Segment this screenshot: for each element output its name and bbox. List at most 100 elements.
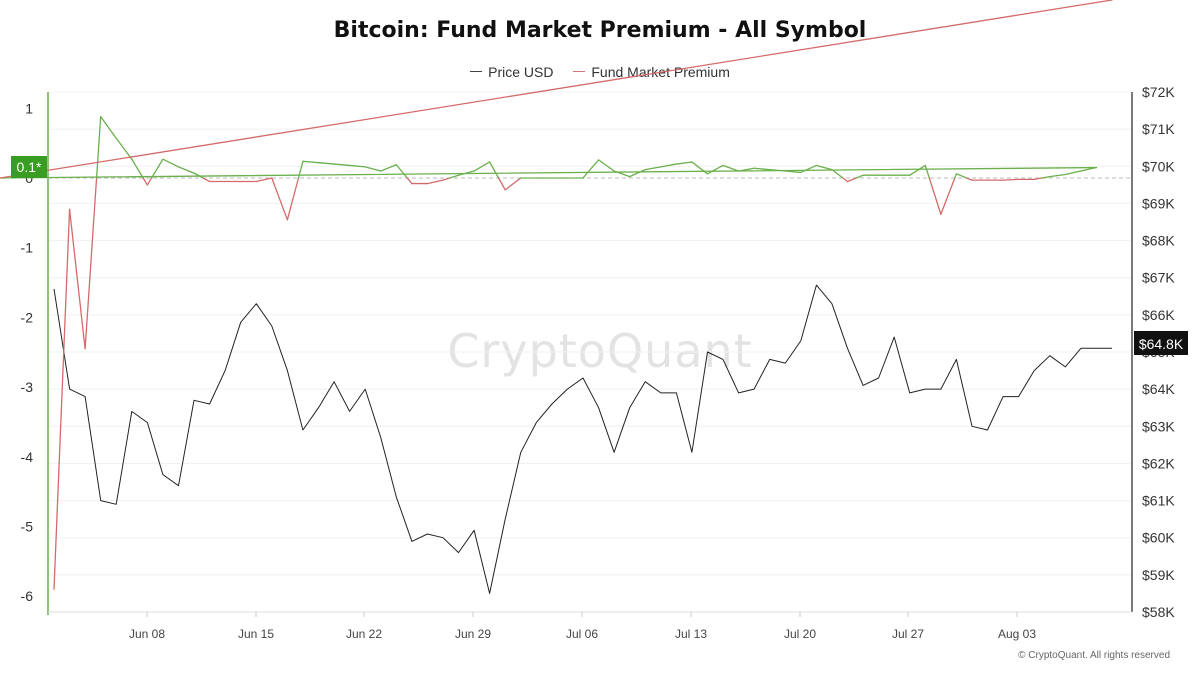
premium-segment [1002,178,1020,181]
premium-segment [753,167,771,171]
x-tick-label: Jul 06 [566,627,598,641]
right-tick-label: $59K [1142,567,1175,583]
x-tick-label: Jul 27 [892,627,924,641]
watermark: CryptoQuant [447,324,753,378]
left-tick-label: -6 [21,588,34,604]
premium-segment [909,164,926,176]
premium-segment [815,164,833,171]
premium-segment [131,158,144,179]
premium-segment [142,177,149,186]
premium-segment [255,177,273,183]
premium-segment [1033,177,1043,181]
left-tick-label: -1 [21,240,34,256]
premium-segment [644,166,662,171]
chart-legend: Price USD Fund Market Premium [0,59,1200,80]
premium-segment [442,177,451,181]
x-tick-label: Jun 15 [238,627,274,641]
premium-segment [1049,173,1066,178]
premium-segment [842,177,849,183]
right-tick-label: $62K [1142,455,1175,471]
premium-segment [800,164,818,174]
premium-segment [855,174,864,179]
premium-segment [395,164,408,179]
current-premium-label: 0.1* [17,159,42,175]
premium-segment [348,164,366,168]
premium-segment [68,208,86,350]
right-tick-label: $69K [1142,195,1175,211]
right-tick-label: $63K [1142,418,1175,434]
legend-swatch-premium [573,71,586,72]
premium-segment [504,177,522,191]
premium-segment [846,177,857,183]
current-price-badge [1134,331,1188,355]
premium-segment [488,161,500,179]
right-tick-label: $68K [1142,233,1175,249]
right-tick-label: $66K [1142,307,1175,323]
premium-segment [0,166,1098,179]
premium-segment [831,168,844,179]
premium-segment [597,159,615,172]
premium-segment [271,177,289,221]
right-tick-label: $71K [1142,121,1175,137]
premium-segment [100,116,117,139]
premium-segment [150,158,164,179]
premium-segment [691,161,709,175]
right-tick-label: $67K [1142,270,1175,286]
premium-segment [95,116,102,179]
premium-segment [202,177,211,183]
premium-segment [629,168,646,178]
premium-segment [784,170,802,174]
copyright-notice: © CryptoQuant. All rights reserved [1018,650,1170,661]
right-tick-label: $61K [1142,493,1175,509]
premium-segment [426,179,444,185]
x-tick-label: Jul 13 [675,627,707,641]
premium-segment [364,166,382,172]
premium-segment [722,164,740,172]
left-tick-label: -3 [21,379,34,395]
premium-segment [582,159,600,179]
left-tick-label: -4 [21,449,34,465]
premium-segment [924,164,930,179]
right-tick-label: $64K [1142,381,1175,397]
legend-item-price[interactable]: Price USD [470,64,553,80]
premium-segment [177,166,195,174]
premium-segment [333,163,351,167]
premium-segment [406,177,413,185]
premium-segment [380,164,397,172]
premium-segment [317,162,335,165]
legend-item-premium[interactable]: Fund Market Premium [573,63,730,80]
current-price-label: $64.8K [1139,336,1184,352]
premium-segment [302,160,320,164]
premium-segment [940,177,956,215]
right-tick-label: $58K [1142,604,1175,620]
premium-segment [448,174,460,179]
x-tick-label: Jun 08 [129,627,165,641]
premium-segment [675,161,693,165]
legend-label-premium: Fund Market Premium [591,63,730,80]
premium-segment [84,177,98,350]
left-tick-label: 1 [25,100,33,116]
left-tick-label: -5 [21,519,34,535]
right-tick-label: $60K [1142,530,1175,546]
premium-segment [966,177,973,181]
right-tick-label: $70K [1142,158,1175,174]
x-tick-label: Aug 03 [998,627,1036,641]
premium-segment [53,208,71,590]
premium-segment [115,137,133,160]
premium-segment [286,177,300,221]
premium-segment [162,158,180,168]
premium-segment [497,177,506,191]
x-tick-label: Jul 20 [784,627,816,641]
legend-swatch-price [470,71,483,72]
current-premium-badge [11,156,47,178]
right-tick-label: $72K [1142,84,1175,100]
x-tick-label: Jun 22 [346,627,382,641]
premium-segment [1064,170,1082,176]
premium-segment [660,163,678,168]
price-usd-line [53,284,1112,594]
premium-segment [954,173,958,179]
premium-segment [473,161,491,172]
premium-segment [928,177,942,215]
chart-title: Bitcoin: Fund Market Premium - All Symbo… [333,18,867,43]
